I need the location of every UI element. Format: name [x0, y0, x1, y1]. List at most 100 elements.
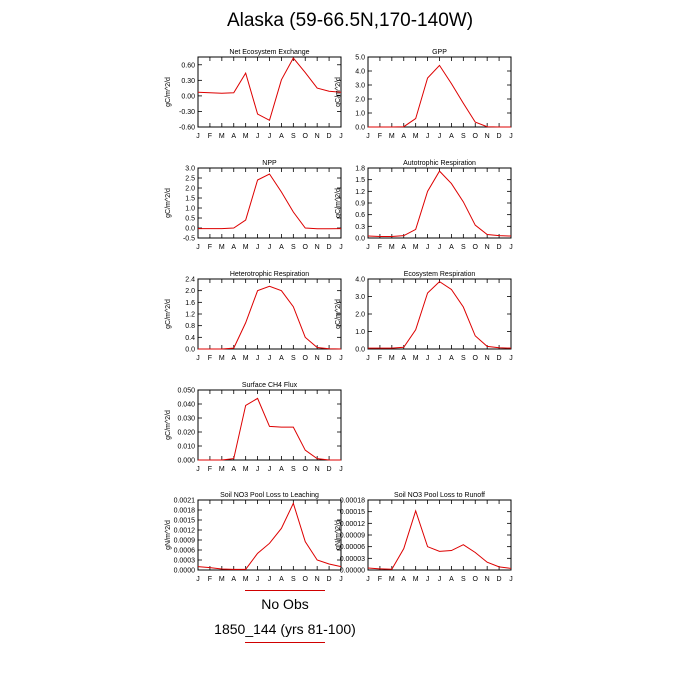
y-tick-label: 0.00015 — [340, 509, 365, 516]
y-tick-label: 0.00 — [181, 93, 195, 100]
x-tick-label: M — [219, 355, 225, 362]
x-tick-label: M — [243, 466, 249, 473]
figure-title: Alaska (59-66.5N,170-140W) — [226, 10, 474, 31]
x-tick-label: F — [378, 133, 382, 140]
obs-legend-label: No Obs — [261, 596, 309, 612]
y-tick-label: 0.0015 — [174, 518, 196, 525]
x-tick-label: O — [303, 244, 309, 251]
series-line — [197, 57, 342, 121]
x-tick-label: M — [219, 576, 225, 583]
panel-8: Soil NO3 Pool Loss to LeachinggN/m^2/d0.… — [165, 492, 343, 583]
panel-7: Surface CH4 Flux gC/m^2/d 0.050 0.040 0.030 0… — [165, 382, 343, 473]
x-tick-label: A — [231, 133, 236, 140]
x-tick-label: J — [196, 466, 200, 473]
y-tick-label: 2.4 — [185, 277, 195, 284]
x-tick-label: J — [256, 466, 260, 473]
y-tick-label: 0.0 — [185, 226, 195, 233]
y-tick-label: 0.040 — [177, 402, 195, 409]
x-tick-label: A — [401, 355, 406, 362]
x-tick-label: J — [339, 244, 343, 251]
panel-frame — [367, 167, 512, 239]
y-tick-label: 0.0021 — [174, 498, 196, 505]
x-tick-label: J — [509, 355, 513, 362]
x-tick-label: M — [413, 244, 419, 251]
x-tick-label: J — [256, 244, 260, 251]
x-tick-label: J — [268, 576, 272, 583]
x-tick-label: N — [315, 466, 320, 473]
y-tick-label: 0.00006 — [340, 544, 365, 551]
panel-frame — [197, 499, 342, 571]
y-tick-label: 0.050 — [177, 388, 195, 395]
x-tick-label: D — [497, 576, 502, 583]
y-axis-label: gC/m^2/d — [165, 299, 172, 329]
y-tick-label: 1.0 — [185, 206, 195, 213]
x-tick-label: J — [366, 576, 370, 583]
model-legend-line — [245, 642, 325, 643]
y-tick-label: 0.0012 — [174, 528, 196, 535]
y-tick-label: 0.030 — [177, 416, 195, 423]
x-tick-label: J — [366, 355, 370, 362]
x-tick-label: A — [449, 355, 454, 362]
x-tick-label: O — [303, 355, 309, 362]
x-tick-label: A — [449, 576, 454, 583]
x-tick-label: N — [485, 576, 490, 583]
x-tick-label: A — [449, 133, 454, 140]
y-tick-label: 2.0 — [185, 186, 195, 193]
panel-title: Soil NO3 Pool Loss to Runoff — [394, 492, 485, 499]
x-tick-label: F — [208, 133, 212, 140]
series-line — [367, 509, 512, 570]
y-tick-label: 1.2 — [355, 189, 365, 196]
y-tick-label: 0.0 — [355, 347, 365, 354]
x-tick-label: A — [279, 133, 284, 140]
x-tick-label: J — [339, 133, 343, 140]
x-tick-label: M — [413, 133, 419, 140]
x-tick-label: J — [438, 355, 442, 362]
x-tick-label: J — [426, 133, 430, 140]
x-tick-label: J — [438, 133, 442, 140]
y-tick-label: 3.0 — [355, 294, 365, 301]
y-tick-label: 1.0 — [355, 329, 365, 336]
panel-title: Ecosystem Respiration — [404, 271, 476, 278]
x-tick-label: J — [426, 576, 430, 583]
y-axis-label: gC/m^2/d — [165, 188, 172, 218]
x-tick-label: N — [315, 355, 320, 362]
x-tick-label: M — [389, 133, 395, 140]
y-tick-label: 0.0009 — [174, 538, 196, 545]
y-tick-label: 0.010 — [177, 444, 195, 451]
y-tick-label: 0.0006 — [174, 548, 196, 555]
x-tick-label: O — [303, 576, 309, 583]
x-tick-label: J — [268, 355, 272, 362]
y-tick-label: 0.0 — [185, 347, 195, 354]
y-tick-label: 0.00012 — [340, 521, 365, 528]
panel-5: Heterotrophic Respiration gC/m^2/d 2.4 2.0 1… — [165, 271, 343, 362]
x-tick-label: F — [208, 355, 212, 362]
x-tick-label: J — [268, 133, 272, 140]
y-tick-label: 1.6 — [185, 300, 195, 307]
y-tick-label: 0.5 — [185, 216, 195, 223]
x-tick-label: M — [389, 355, 395, 362]
y-tick-label: 1.5 — [355, 177, 365, 184]
x-tick-label: M — [243, 133, 249, 140]
x-tick-label: O — [473, 244, 479, 251]
panel-1: Net Ecosystem Exchange gC/m^2/d 0.60 0.30 0.… — [165, 49, 343, 140]
x-tick-label: J — [509, 133, 513, 140]
y-tick-label: 0.0018 — [174, 508, 196, 515]
x-tick-label: S — [291, 133, 296, 140]
y-tick-label: -0.30 — [179, 109, 195, 116]
y-axis-label: gC/m^2/d — [165, 77, 172, 107]
x-tick-label: J — [426, 355, 430, 362]
series-line — [367, 170, 512, 237]
y-tick-label: 2.0 — [355, 312, 365, 319]
x-tick-label: O — [473, 133, 479, 140]
x-tick-label: D — [327, 466, 332, 473]
x-tick-label: J — [509, 576, 513, 583]
x-tick-label: O — [473, 576, 479, 583]
x-tick-label: S — [291, 355, 296, 362]
x-tick-label: A — [401, 576, 406, 583]
x-tick-label: J — [256, 576, 260, 583]
x-tick-label: A — [231, 244, 236, 251]
model-legend-label: 1850_144 (yrs 81-100) — [214, 621, 356, 637]
y-tick-label: -0.60 — [179, 125, 195, 132]
y-tick-label: 0.3 — [355, 224, 365, 231]
